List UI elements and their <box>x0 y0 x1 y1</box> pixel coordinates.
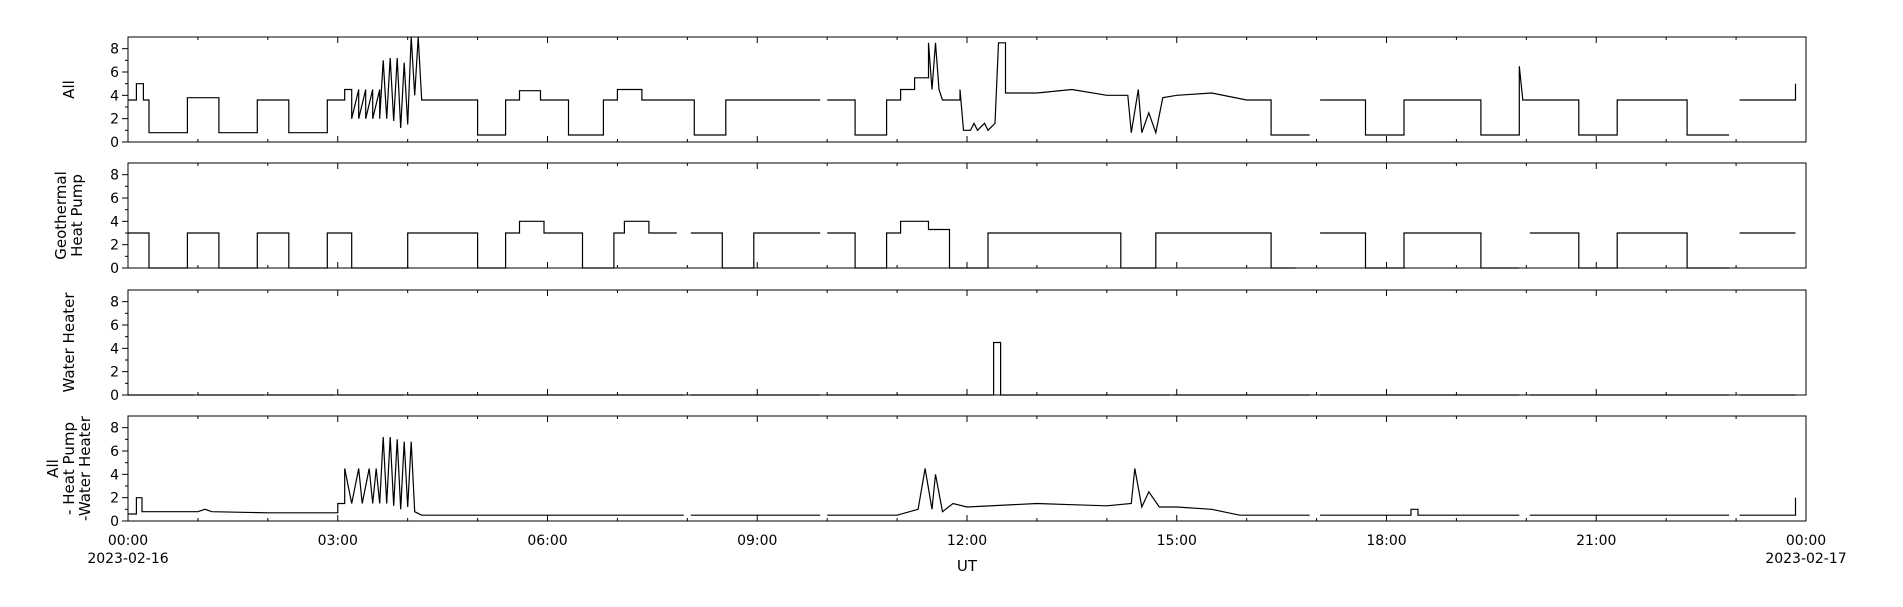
panel-2-series-segment <box>1320 232 1520 269</box>
panel-4-ylabel: All <box>44 459 62 478</box>
panel-4-series-segment <box>128 436 684 516</box>
panel-3-y-tick-label: 2 <box>110 365 119 381</box>
x-tick-label: 18:00 <box>1366 533 1406 549</box>
panel-4-series-segment <box>827 468 1310 516</box>
panel-2-y-tick-label: 4 <box>110 214 119 230</box>
panel-3-y-tick-label: 4 <box>110 341 119 357</box>
panel-4-y-tick-label: 4 <box>110 467 119 483</box>
panel-2-y-tick-label: 2 <box>110 238 119 254</box>
panel-2-y-tick-label: 6 <box>110 191 119 207</box>
panel-2-series-segment <box>128 220 677 269</box>
panel-4-ylabel: -Water Heater <box>76 415 94 521</box>
panel-3-frame <box>127 289 1807 396</box>
panel-2-y-tick-label: 0 <box>110 261 119 277</box>
panel-4-series-segment <box>1739 497 1797 516</box>
x-tick-label: 03:00 <box>318 533 358 549</box>
panel-3-y-tick-label: 0 <box>110 388 119 404</box>
panel-1-y-tick-label: 4 <box>110 88 119 104</box>
x-axis-label: UT <box>957 557 978 575</box>
panel-1-series-segment <box>827 42 1310 136</box>
panel-4-y-tick-label: 8 <box>110 421 119 437</box>
x-tick-date-label: 2023-02-17 <box>1765 551 1846 567</box>
panel-4-series-segment <box>1320 508 1520 516</box>
panel-1-series-segment <box>128 36 821 136</box>
panel-3-y-tick-label: 8 <box>110 295 119 311</box>
panel-3-ylabel: Water Heater <box>60 292 78 393</box>
panel-4-y-tick-label: 0 <box>110 514 119 530</box>
x-tick-label: 12:00 <box>947 533 987 549</box>
panel-4-y-tick-label: 6 <box>110 444 119 460</box>
panel-3-y-tick-label: 6 <box>110 318 119 334</box>
x-tick-label: 15:00 <box>1157 533 1197 549</box>
panel-4-y-tick-label: 2 <box>110 491 119 507</box>
panel-1-series-segment <box>1320 66 1730 136</box>
x-tick-date-label: 2023-02-16 <box>87 551 168 567</box>
x-tick-label: 09:00 <box>737 533 777 549</box>
panel-1-series-segment <box>1739 83 1797 101</box>
panel-1-y-tick-label: 6 <box>110 65 119 81</box>
x-tick-label: 00:00 <box>1786 533 1826 549</box>
panel-1-ylabel: All <box>60 80 78 99</box>
x-tick-label: 00:00 <box>108 533 148 549</box>
panel-1-y-tick-label: 8 <box>110 42 119 58</box>
x-tick-label: 06:00 <box>527 533 567 549</box>
panel-3-series-segment <box>827 341 1170 396</box>
panel-2-ylabel: Heat Pump <box>68 174 86 257</box>
panel-2-frame <box>127 162 1807 269</box>
panel-1-y-tick-label: 2 <box>110 112 119 128</box>
panel-2-y-tick-label: 8 <box>110 168 119 184</box>
panel-4-ylabel: - Heat Pump <box>60 422 78 515</box>
panel-1-y-tick-label: 0 <box>110 135 119 151</box>
x-tick-label: 21:00 <box>1576 533 1616 549</box>
panel-2-series-segment <box>690 232 821 269</box>
panel-2-series-segment <box>827 220 1296 269</box>
panel-2-ylabel: Geothermal <box>52 171 70 260</box>
panel-2-series-segment <box>1529 232 1730 269</box>
panel-4-frame <box>127 415 1807 522</box>
